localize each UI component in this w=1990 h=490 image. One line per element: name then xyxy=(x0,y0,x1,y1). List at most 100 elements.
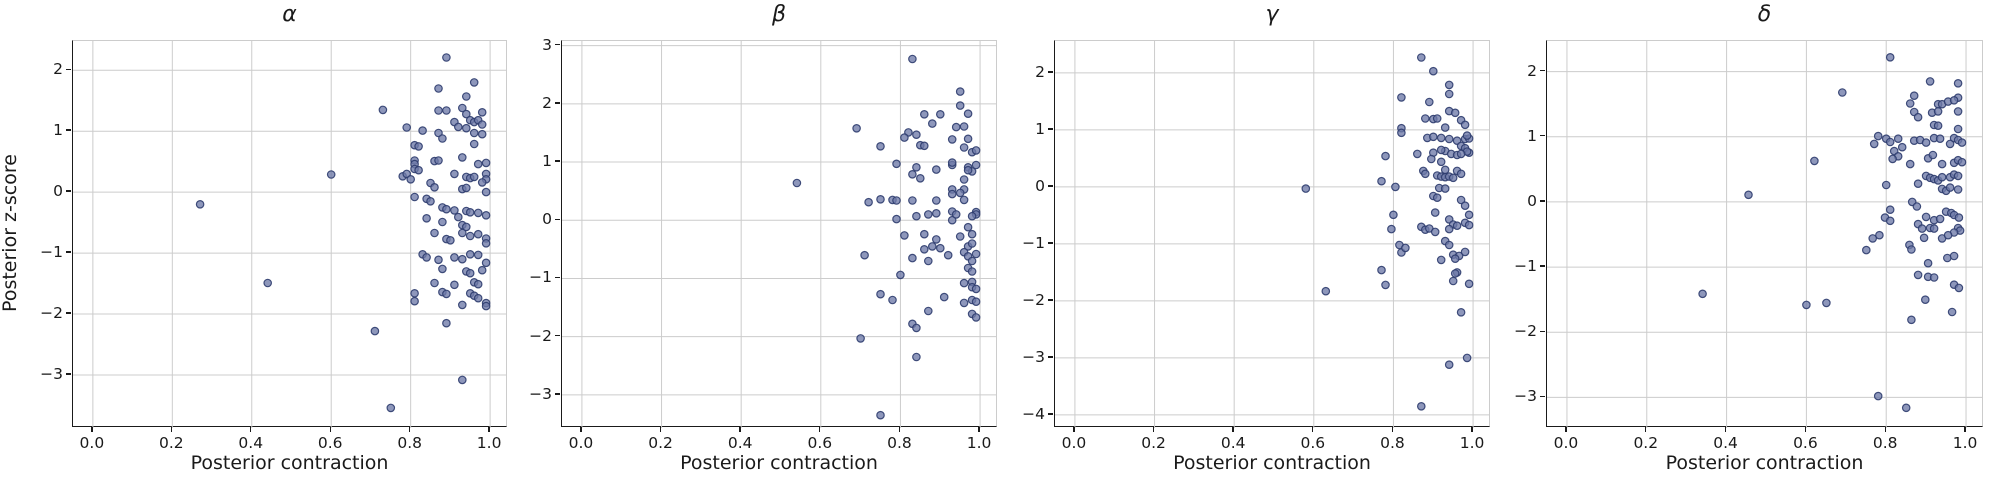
scatter-point xyxy=(1868,234,1878,243)
scatter-point xyxy=(1381,280,1390,290)
scatter-point xyxy=(1933,121,1943,131)
x-tick-label: 0.2 xyxy=(1633,434,1659,452)
scatter-point xyxy=(473,250,483,260)
scatter-point xyxy=(195,200,205,209)
y-tick-label: −1 xyxy=(40,243,63,262)
scatter-point xyxy=(1875,230,1884,240)
y-tick-label: 0 xyxy=(542,210,552,229)
y-tick-label: 1 xyxy=(1035,119,1045,138)
x-tick-label: 1.0 xyxy=(966,434,992,452)
scatter-point xyxy=(477,178,487,187)
scatter-point xyxy=(1450,108,1460,118)
scatter-point xyxy=(461,92,471,101)
y-tick-label: 2 xyxy=(53,60,63,79)
scatter-point xyxy=(971,249,981,259)
scatter-point xyxy=(430,278,439,288)
scatter-point xyxy=(1881,180,1891,190)
scatter-point xyxy=(457,254,467,264)
scatter-point xyxy=(434,156,443,165)
scatter-point xyxy=(1907,245,1916,254)
scatter-point xyxy=(1450,254,1460,264)
scatter-point xyxy=(1436,157,1446,167)
x-tick-mark xyxy=(1645,427,1647,432)
x-tick-mark xyxy=(1073,427,1075,432)
scatter-point xyxy=(438,134,447,143)
scatter-point xyxy=(1943,230,1953,240)
scatter-point xyxy=(971,313,981,322)
y-tick-mark xyxy=(1048,299,1053,301)
scatter-point xyxy=(908,253,917,263)
scatter-point xyxy=(919,141,929,151)
scatter-point xyxy=(923,256,933,266)
scatter-point xyxy=(1420,169,1430,179)
scatter-point xyxy=(955,87,965,96)
y-axis-label: Posterior z-score xyxy=(0,154,21,312)
scatter-point xyxy=(959,143,969,152)
scatter-point xyxy=(912,163,921,172)
y-tick-mark xyxy=(555,393,560,395)
scatter-point xyxy=(469,172,479,182)
scatter-point xyxy=(1929,224,1939,233)
plot-area-alpha xyxy=(72,40,507,428)
x-tick-mark xyxy=(1391,427,1394,432)
scatter-point xyxy=(1957,157,1967,167)
scatter-point xyxy=(959,195,969,205)
scatter-point xyxy=(1925,77,1935,86)
y-tick-label: −4 xyxy=(1022,404,1045,423)
x-tick-label: 0.2 xyxy=(648,434,673,452)
scatter-point xyxy=(1452,221,1462,231)
scatter-point xyxy=(876,289,885,299)
x-axis-label-beta: Posterior contraction xyxy=(680,452,878,474)
scatter-point xyxy=(1456,169,1466,179)
x-tick-mark xyxy=(1471,427,1473,432)
scatter-point xyxy=(481,239,491,248)
scatter-point xyxy=(438,264,447,274)
x-tick-mark xyxy=(408,427,411,432)
scatter-point xyxy=(1919,233,1929,243)
scatter-point xyxy=(1420,114,1430,123)
scatter-point xyxy=(963,109,973,119)
scatter-point xyxy=(1933,107,1943,116)
x-tick-mark xyxy=(170,427,172,432)
y-tick-label: 2 xyxy=(1527,61,1537,80)
x-tick-label: 0.4 xyxy=(727,434,753,452)
x-tick-mark xyxy=(978,427,980,432)
scatter-point xyxy=(422,253,431,262)
scatter-point xyxy=(1822,298,1831,308)
scatter-point xyxy=(1837,88,1847,97)
scatter-point xyxy=(951,122,961,132)
x-tick-label: 0.6 xyxy=(807,434,833,452)
scatter-point xyxy=(923,306,933,316)
y-tick-mark xyxy=(555,276,560,279)
scatter-point xyxy=(477,120,487,129)
scatter-point xyxy=(402,123,412,132)
y-tick-label: −3 xyxy=(1514,387,1537,406)
scatter-point xyxy=(919,110,929,119)
scatter-point xyxy=(450,280,459,290)
panel-delta: δ Posterior contraction 0.0 0.2 0.4 0.6 0.8 1… xyxy=(1514,0,1983,490)
y-tick-label: −1 xyxy=(1022,233,1045,252)
scatter-point xyxy=(1444,89,1454,99)
scatter-point xyxy=(1912,202,1922,211)
scatter-point xyxy=(469,128,479,138)
panel-beta: β Posterior contraction 0.0 0.2 0.4 0.6 0.8 1… xyxy=(529,0,997,490)
scatter-point xyxy=(386,403,396,413)
scatter-point xyxy=(959,175,969,184)
scatter-point xyxy=(892,159,901,169)
scatter-point xyxy=(1953,185,1963,194)
scatter-point xyxy=(1436,255,1446,265)
scatter-point xyxy=(1873,391,1883,401)
y-tick-label: −2 xyxy=(1022,290,1045,309)
y-tick-mark xyxy=(555,218,560,220)
scatter-point xyxy=(1953,171,1963,181)
scatter-point xyxy=(1928,150,1938,160)
scatter-point xyxy=(1321,286,1331,296)
scatter-point xyxy=(1428,132,1438,142)
y-tick-label: −1 xyxy=(1514,257,1537,276)
y-tick-mark xyxy=(1540,330,1545,332)
scatter-svg xyxy=(1547,41,1982,428)
scatter-point xyxy=(896,270,905,280)
x-tick-label: 0.0 xyxy=(1553,434,1579,452)
panel-title-alpha: α xyxy=(282,2,297,27)
x-tick-label: 0.6 xyxy=(317,434,343,452)
